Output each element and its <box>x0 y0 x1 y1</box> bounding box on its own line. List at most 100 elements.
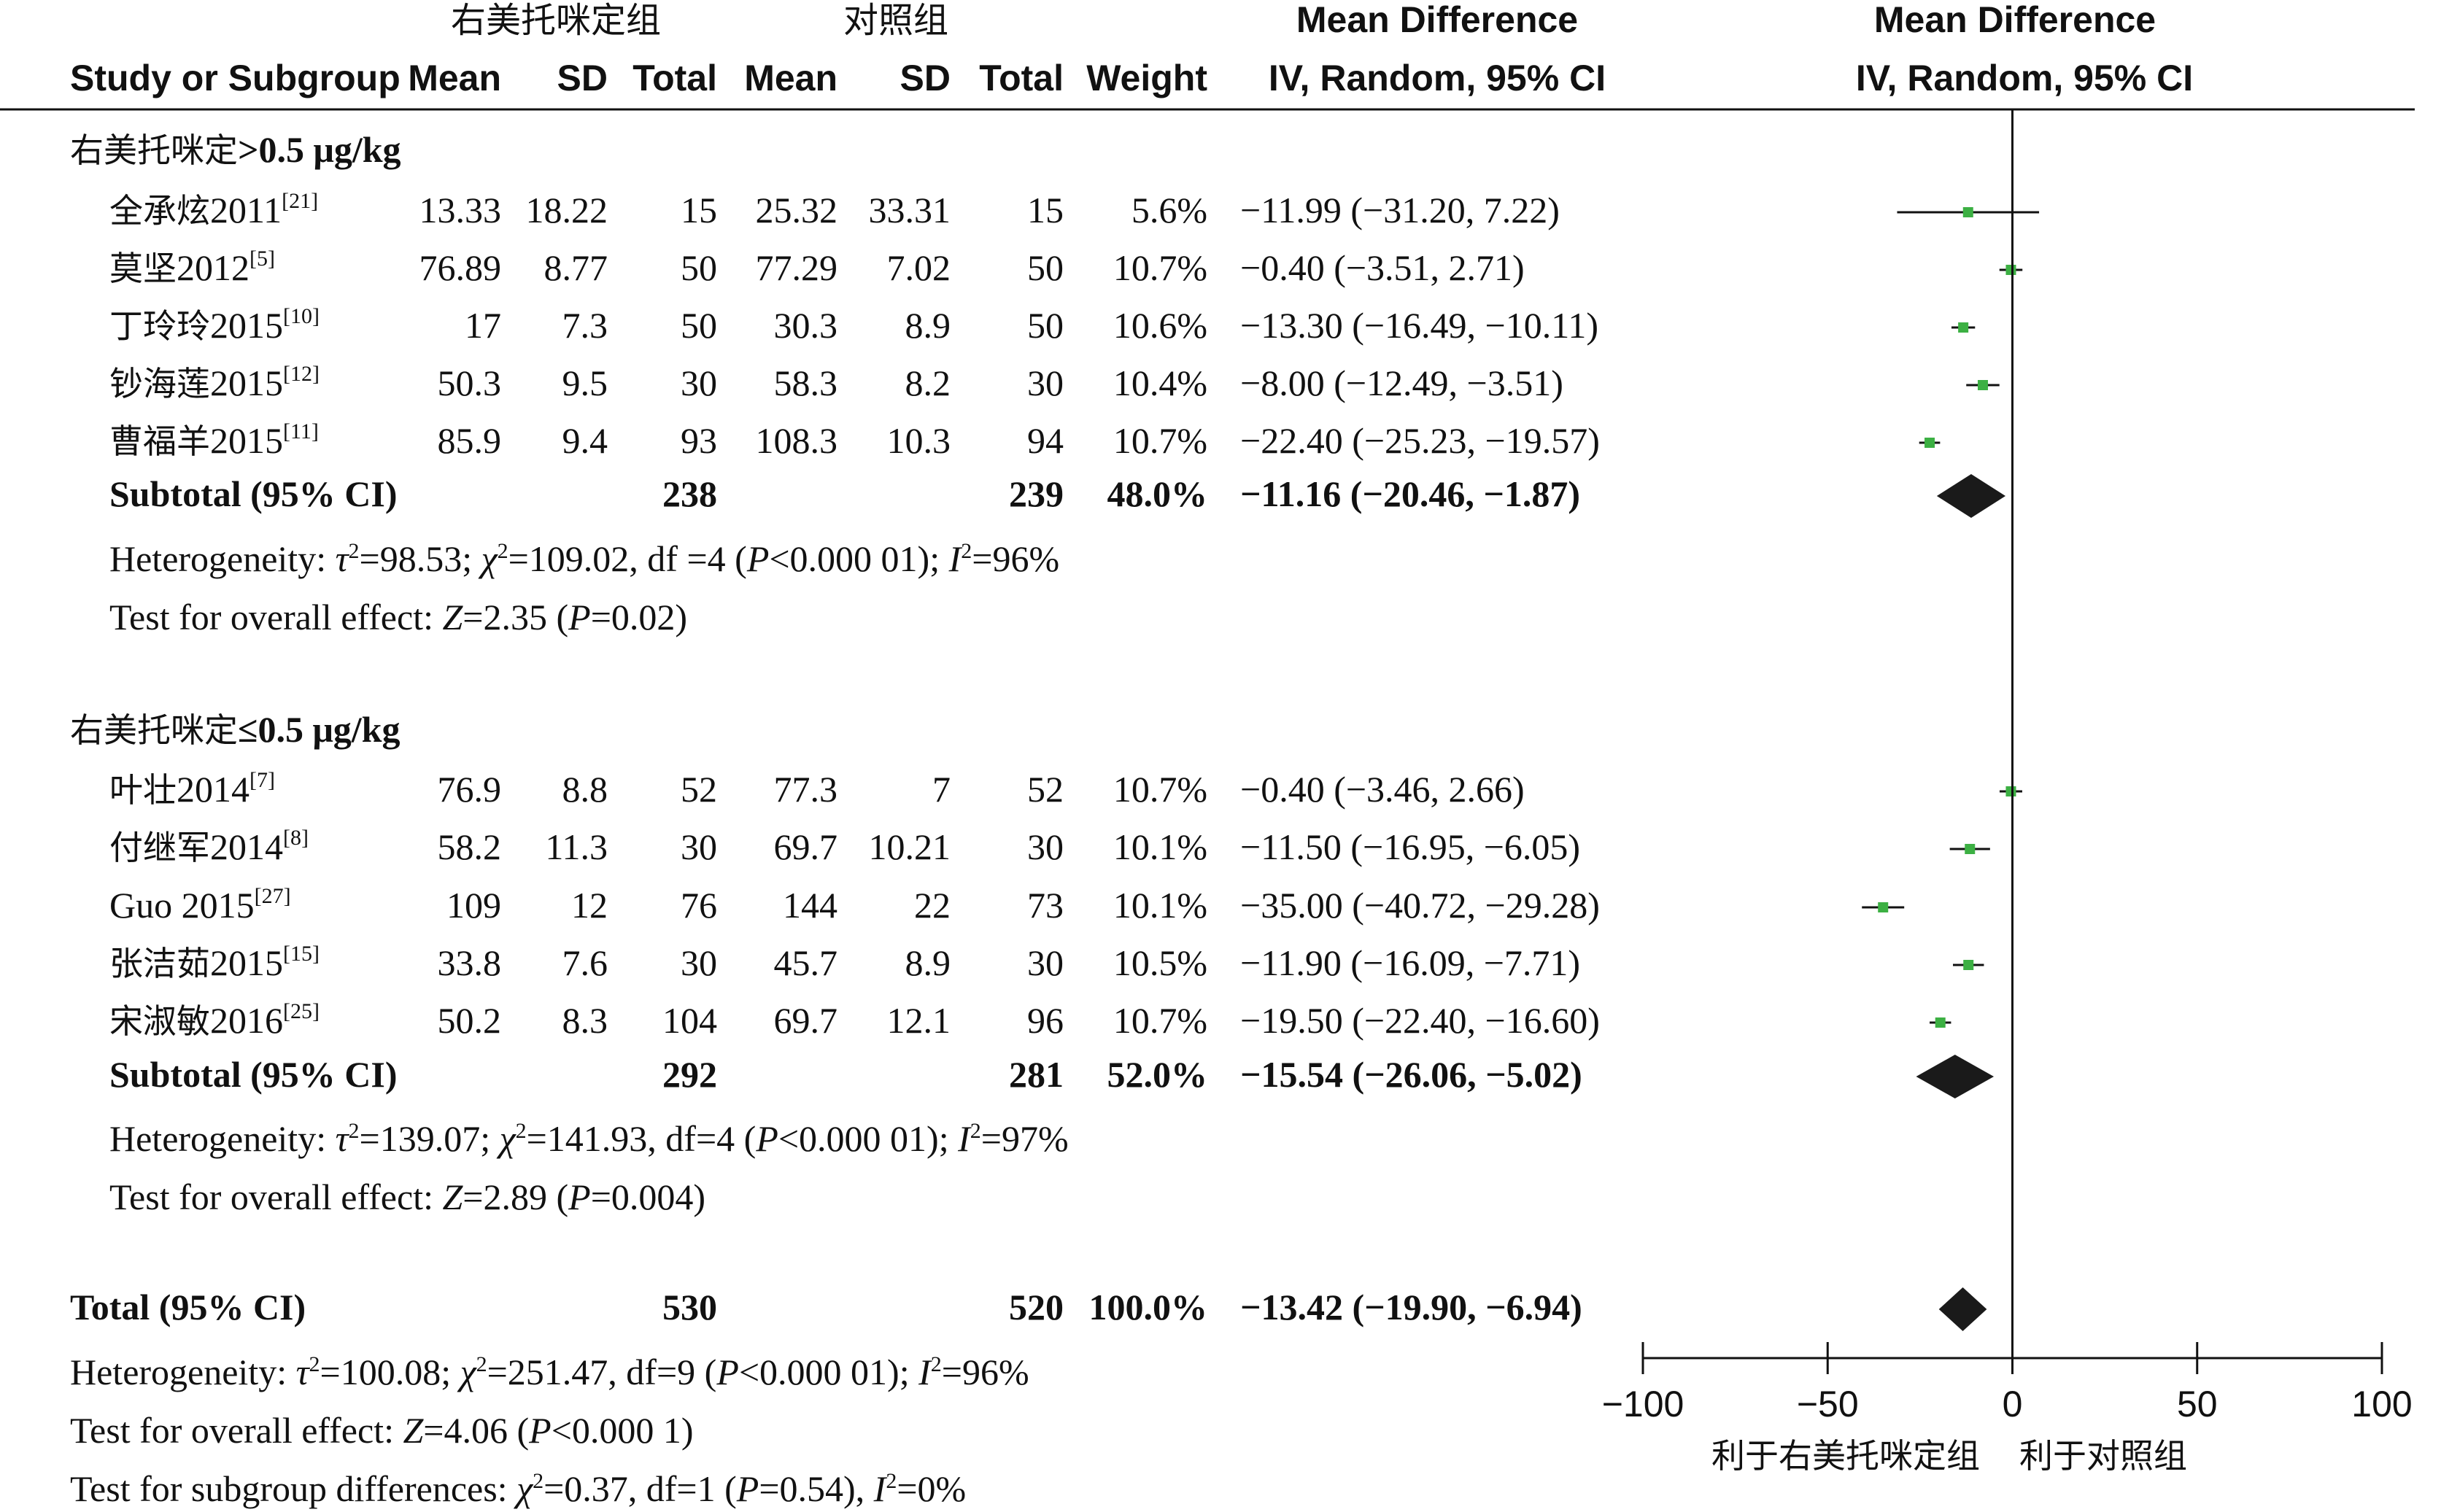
study-ref: [15] <box>283 942 320 966</box>
header-sd-exp: SD <box>557 58 608 98</box>
sd-ctl: 10.21 <box>869 826 951 867</box>
weight: 10.6% <box>1113 305 1207 346</box>
sd-exp: 9.4 <box>562 420 608 461</box>
mean-exp: 76.89 <box>419 247 502 288</box>
study-year: 2014 <box>177 769 249 810</box>
subtotal-1-diamond <box>1936 474 2006 518</box>
point-estimate <box>1977 380 1988 390</box>
total-ctl: 73 <box>1027 885 1064 926</box>
sd-ctl: 12.1 <box>887 1000 951 1041</box>
ci-text: −13.30 (−16.49, −10.11) <box>1240 305 1598 346</box>
header-md-title: Mean Difference <box>1296 0 1578 40</box>
subtotal-2-total-ctl: 281 <box>1009 1054 1064 1095</box>
study-name: 莫坚2012[5] <box>109 247 275 288</box>
subgroup-header-2: 右美托咪定≤0.5 μg/kg <box>70 709 401 750</box>
ci-text: −11.50 (−16.95, −6.05) <box>1240 826 1580 867</box>
study-ref: [8] <box>283 826 309 850</box>
ci-text: −11.99 (−31.20, 7.22) <box>1240 190 1560 230</box>
total-ctl: 30 <box>1027 363 1064 403</box>
x-tick-label: 100 <box>2351 1384 2412 1424</box>
total-exp: 93 <box>681 420 717 461</box>
total-label: Total (95% CI) <box>70 1287 306 1327</box>
subgroup-differences: Test for subgroup differences: χ2=0.37, … <box>70 1468 966 1509</box>
weight: 10.7% <box>1113 247 1207 288</box>
heterogeneity-1: Heterogeneity: τ2=98.53; χ2=109.02, df =… <box>109 538 1059 579</box>
mean-ctl: 69.7 <box>774 1000 838 1041</box>
mean-ctl: 25.32 <box>756 190 838 230</box>
mean-ctl: 108.3 <box>756 420 838 461</box>
study-ref: [21] <box>282 189 318 213</box>
mean-exp: 76.9 <box>438 769 502 810</box>
sd-exp: 7.6 <box>562 942 608 983</box>
total-ctl: 52 <box>1027 769 1064 810</box>
header-mean-ctl: Mean <box>744 58 837 98</box>
sd-ctl: 33.31 <box>869 190 951 230</box>
mean-exp: 50.2 <box>438 1000 502 1041</box>
study-year: 2015 <box>210 305 283 346</box>
weight: 10.7% <box>1113 1000 1207 1041</box>
total-exp: 76 <box>681 885 717 926</box>
subtotal-2-total-exp: 292 <box>662 1054 717 1095</box>
total-ci-text: −13.42 (−19.90, −6.94) <box>1240 1287 1582 1327</box>
ci-text: −35.00 (−40.72, −29.28) <box>1240 885 1600 926</box>
sd-ctl: 22 <box>914 885 951 926</box>
total-exp: 30 <box>681 942 717 983</box>
study-name: Guo 2015[27] <box>109 884 291 926</box>
subtotal-1-total-ctl: 239 <box>1009 473 1064 514</box>
subtotal-1-weight: 48.0% <box>1107 473 1208 514</box>
header-md-sub: IV, Random, 95% CI <box>1269 58 1606 98</box>
study-ref: [5] <box>249 247 275 271</box>
mean-exp: 13.33 <box>419 190 502 230</box>
header-plot-sub: IV, Random, 95% CI <box>1856 58 2193 98</box>
weight: 10.5% <box>1113 942 1207 983</box>
header-plot-title: Mean Difference <box>1874 0 2156 40</box>
total-ctl: 94 <box>1027 420 1064 461</box>
plot-area: −100 −50 0 50 100 <box>1602 109 2413 1424</box>
total-weight: 100.0% <box>1089 1287 1208 1327</box>
point-estimate <box>1965 844 1976 854</box>
mean-exp: 85.9 <box>438 420 502 461</box>
total-heterogeneity: Heterogeneity: τ2=100.08; χ2=251.47, df=… <box>70 1352 1029 1392</box>
mean-ctl: 77.3 <box>774 769 838 810</box>
weight: 10.1% <box>1113 885 1207 926</box>
header-study: Study or Subgroup <box>70 58 401 98</box>
sd-exp: 18.22 <box>526 190 608 230</box>
total-diamond <box>1938 1287 1987 1331</box>
mean-ctl: 144 <box>783 885 837 926</box>
sd-exp: 7.3 <box>562 305 608 346</box>
total-ctl: 15 <box>1027 190 1064 230</box>
sd-ctl: 8.2 <box>905 363 951 403</box>
mean-ctl: 45.7 <box>774 942 838 983</box>
weight: 10.1% <box>1113 826 1207 867</box>
sd-exp: 11.3 <box>545 826 608 867</box>
study-name: 丁玲玲2015[10] <box>109 304 320 346</box>
study-author: 曹福羊 <box>109 422 210 461</box>
total-ctl: 30 <box>1027 942 1064 983</box>
total-exp: 50 <box>681 305 717 346</box>
sd-ctl: 8.9 <box>905 305 951 346</box>
mean-exp: 58.2 <box>438 826 502 867</box>
total-exp: 30 <box>681 363 717 403</box>
study-ref: [10] <box>283 304 320 328</box>
x-tick-label: −50 <box>1797 1384 1859 1424</box>
mean-ctl: 69.7 <box>774 826 838 867</box>
ci-text: −8.00 (−12.49, −3.51) <box>1240 363 1563 403</box>
mean-exp: 109 <box>446 885 501 926</box>
study-author: 莫坚 <box>109 249 177 288</box>
subtotal-1-ci-text: −11.16 (−20.46, −1.87) <box>1240 473 1580 514</box>
study-name: 张洁茹2015[15] <box>109 942 320 983</box>
study-author: 钞海莲 <box>109 364 210 403</box>
sd-exp: 9.5 <box>562 363 608 403</box>
x-tick-label: −100 <box>1602 1384 1684 1424</box>
ci-text: −22.40 (−25.23, −19.57) <box>1240 420 1600 461</box>
study-name: 钞海莲2015[12] <box>109 362 320 403</box>
point-estimate <box>1963 960 1974 970</box>
study-name: 付继军2014[8] <box>109 826 309 867</box>
mean-exp: 17 <box>465 305 501 346</box>
study-year: 2015 <box>210 942 283 983</box>
study-year: 2016 <box>210 1000 283 1041</box>
total-ctl: 30 <box>1027 826 1064 867</box>
subtotal-1-total-exp: 238 <box>662 473 717 514</box>
sd-ctl: 7 <box>932 769 951 810</box>
